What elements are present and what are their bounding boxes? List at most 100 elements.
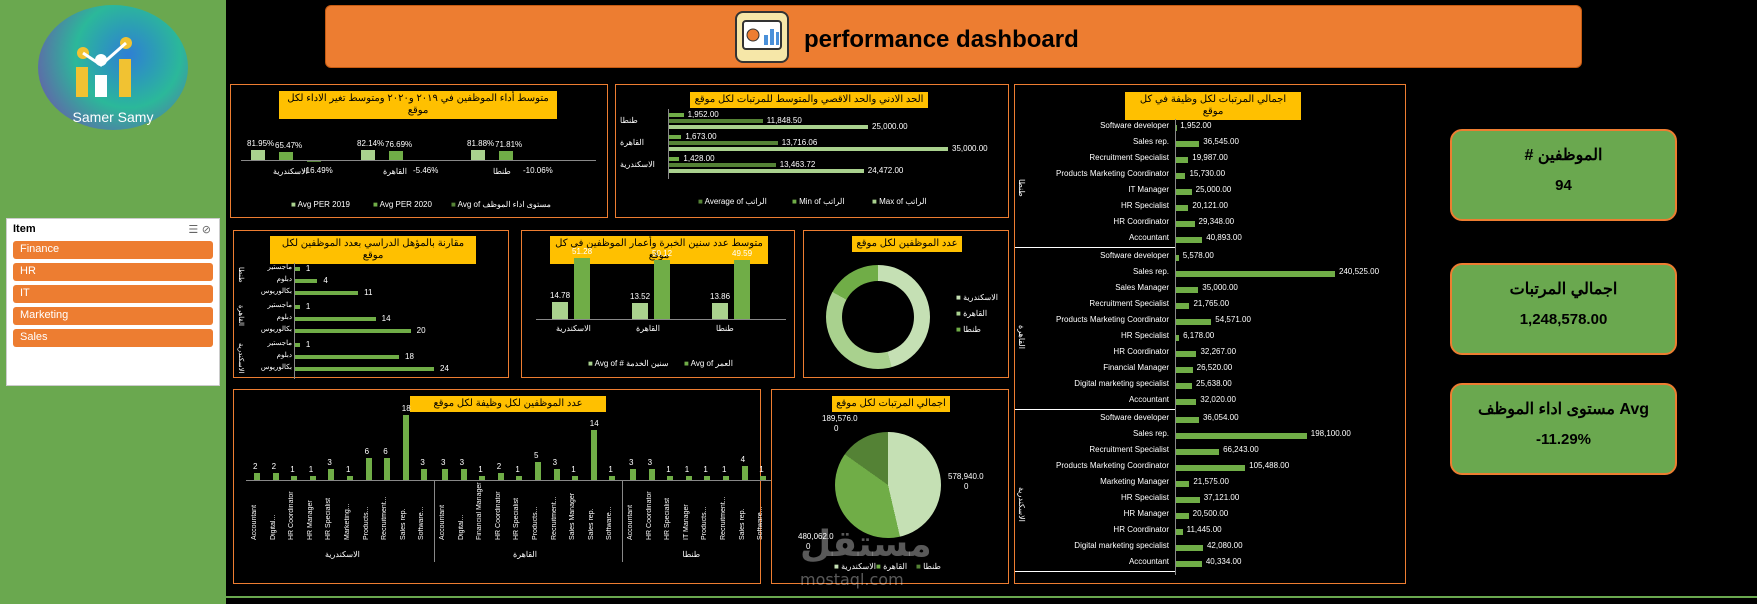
jobcount-bar: [667, 476, 674, 480]
job-salary-value: 6,178.00: [1183, 331, 1215, 340]
edu-bar: [294, 291, 359, 295]
job-salary-value: 20,121.00: [1192, 201, 1228, 210]
jobcount-value: 1: [290, 465, 295, 475]
jobcount-value: 1: [308, 465, 314, 475]
job-salary-bar: [1175, 529, 1183, 535]
edu-label: بكالوريوس: [260, 326, 292, 333]
jobcount-bar: [723, 476, 729, 480]
legend-age: ■ Avg of العمر: [684, 359, 733, 368]
job-salary-label: Financial Manager: [1103, 363, 1169, 372]
perf-data-label: 82.14%: [357, 139, 385, 149]
panel-job-count-title: عدد الموظفين لكل وظيفة لكل موقع: [410, 396, 606, 412]
jobcount-value: 3: [327, 458, 332, 468]
edu-label: ماجستير: [267, 264, 292, 271]
jobcount-value: 6: [383, 447, 388, 457]
jobcount-bar: [704, 476, 711, 480]
job-salary-label: Recruitment Specialist: [1089, 153, 1169, 162]
job-salary-label: Products Marketing Coordinator: [1056, 315, 1169, 324]
pie-disc: [835, 432, 941, 538]
donut-legend-alex: ■ الاسكندرية: [956, 293, 998, 302]
page-title: performance dashboard: [804, 26, 1079, 53]
perf-data-label: -16.49%: [303, 166, 333, 175]
jobcount-value: 2: [253, 461, 258, 471]
jobcount-job-label: IT Manager: [682, 504, 690, 540]
jobcount-bar: [535, 462, 541, 480]
panel-salary-pie-title: اجمالي المرتبات لكل موقع: [832, 396, 950, 412]
job-salary-bar: [1175, 319, 1212, 325]
exp-data-label: 13.52: [630, 292, 651, 302]
jobcount-job-label: Marketing...: [344, 503, 351, 540]
range-data-label: 25,000.00: [872, 122, 908, 131]
pie-label-alex: 578,940.0: [948, 472, 984, 481]
watermark-url: mostaql.com: [800, 570, 904, 589]
jobcount-job-label: Products...: [701, 506, 709, 540]
slicer-item-it[interactable]: IT: [13, 285, 213, 303]
jobcount-value: 1: [722, 465, 727, 475]
slicer-item-sales[interactable]: Sales: [13, 329, 213, 347]
edu-bar: [294, 367, 434, 371]
exp-axis: [536, 319, 786, 320]
slicer-item-hr[interactable]: HR: [13, 263, 213, 281]
pie-label-alex-zero: 0: [964, 482, 969, 491]
panel-salary-range: الحد الادني والحد الاقصي والمتوسط للمرتب…: [615, 84, 1009, 218]
jobcount-value: 1: [515, 465, 520, 475]
job-salary-bar: [1175, 497, 1200, 503]
range-data-label: 1,673.00: [685, 132, 717, 141]
jobcount-job-label: Recruitment...: [381, 496, 389, 540]
jobcount-job-label: HR Coordinator: [494, 491, 502, 540]
job-salary-divider: [1015, 571, 1175, 572]
jobcount-bar: [741, 465, 748, 480]
jobcount-job-label: Accountant: [439, 504, 446, 540]
perf-data-label: -5.46%: [413, 166, 439, 175]
kpi-total-salaries-value: 1,248,578.00: [1519, 311, 1608, 328]
job-salary-label: Products Marketing Coordinator: [1056, 461, 1169, 470]
jobcount-bar: [309, 476, 316, 480]
job-salary-label: Sales rep.: [1132, 429, 1169, 438]
job-salary-label: Software developer: [1100, 413, 1169, 422]
range-bar: [668, 169, 864, 173]
clear-filter-icon[interactable]: ⊘: [201, 223, 211, 236]
edu-label: دبلوم: [276, 314, 292, 321]
job-salary-value: 36,545.00: [1203, 137, 1239, 146]
edu-value: 14: [381, 314, 391, 323]
jobcount-job-label: HR Specialist: [325, 497, 333, 540]
multi-select-icon[interactable]: ☰: [188, 223, 199, 236]
exp-bar: [552, 301, 568, 319]
edu-value: 11: [364, 288, 373, 297]
slicer-item-marketing[interactable]: Marketing: [13, 307, 213, 325]
job-salary-value: 198,100.00: [1310, 429, 1351, 438]
exp-data-label: 49.59: [732, 249, 753, 259]
slicer-item-finance[interactable]: Finance: [13, 241, 213, 259]
job-salary-axis: [1175, 119, 1176, 575]
sidebar: Samer Samy Item ☰ ⊘ Finance HR IT Market…: [0, 0, 226, 604]
perf-bar: [361, 150, 375, 160]
job-salary-label: HR Specialist: [1120, 201, 1169, 210]
logo-text: Samer Samy: [72, 109, 154, 125]
jobcount-bar: [460, 469, 467, 480]
pie-label-cairo-zero: 0: [806, 542, 811, 551]
range-data-label: 35,000.00: [952, 144, 988, 153]
perf-data-label: 81.88%: [467, 139, 495, 149]
job-salary-value: 42,080.00: [1206, 541, 1243, 550]
job-salary-value: 5,578.00: [1182, 251, 1214, 260]
perf-data-label: 76.69%: [385, 139, 413, 149]
exp-data-label: 13.86: [710, 291, 731, 301]
job-salary-bar: [1175, 287, 1199, 293]
job-salary-value: 29,348.00: [1198, 217, 1235, 226]
perf-bar: [389, 150, 403, 160]
job-salary-value: 40,334.00: [1205, 557, 1242, 566]
job-salary-value: 37,121.00: [1203, 493, 1240, 502]
job-salary-label: HR Coordinator: [1113, 347, 1169, 356]
panel-total-salary-job-title: اجمالي المرتبات لكل وظيفة في كل موقع: [1125, 92, 1301, 120]
jobcount-bar: [365, 458, 372, 480]
jobcount-job-label: Sales rep.: [587, 508, 595, 540]
kpi-employees-value: 94: [1555, 177, 1572, 194]
exp-bar: [654, 259, 670, 319]
job-salary-bar: [1175, 383, 1193, 389]
kpi-employees: # الموظفين 94: [1450, 129, 1677, 221]
job-salary-bar: [1175, 125, 1177, 131]
item-slicer[interactable]: Item ☰ ⊘ Finance HR IT Marketing Sales: [6, 218, 220, 386]
jobcount-bar: [590, 429, 597, 480]
job-salary-bar: [1175, 367, 1193, 373]
edu-label: بكالوريوس: [260, 288, 292, 295]
